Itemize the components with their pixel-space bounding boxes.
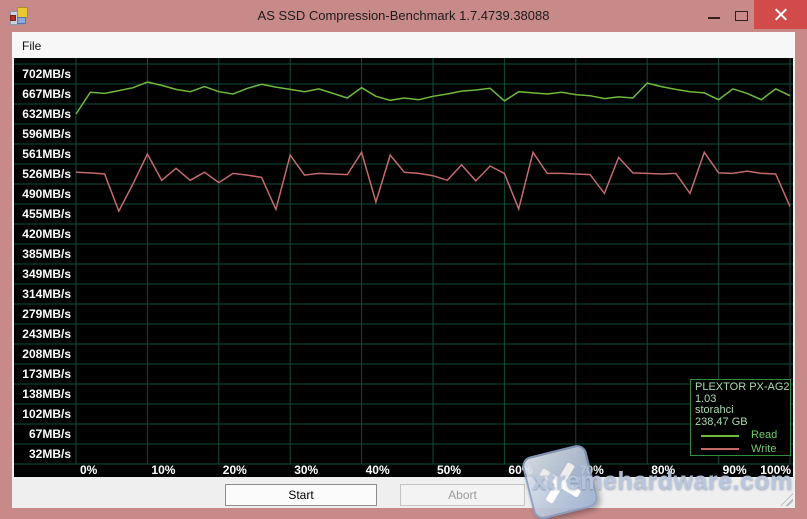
legend-write-row: Write xyxy=(695,442,790,456)
y-axis-label: 314MB/s xyxy=(22,287,71,301)
y-axis-label: 420MB/s xyxy=(22,227,71,241)
titlebar: AS SSD Compression-Benchmark 1.7.4739.38… xyxy=(0,0,807,32)
y-axis-label: 349MB/s xyxy=(22,267,71,281)
y-axis-label: 385MB/s xyxy=(22,247,71,261)
y-axis-label: 102MB/s xyxy=(22,407,71,421)
y-axis-label: 526MB/s xyxy=(22,167,71,181)
x-axis-label: 90% xyxy=(722,463,747,477)
chart-legend: PLEXTOR PX-AG25 1.03 storahci 238,47 GB … xyxy=(690,379,791,456)
minimize-icon xyxy=(708,17,720,19)
window-title: AS SSD Compression-Benchmark 1.7.4739.38… xyxy=(257,8,550,23)
app-icon-red-square xyxy=(10,15,16,21)
menubar: File xyxy=(12,32,795,58)
y-axis-label: 632MB/s xyxy=(22,107,71,121)
close-button[interactable] xyxy=(754,0,807,29)
legend-read-label: Read xyxy=(751,429,778,441)
legend-device: PLEXTOR PX-AG25 xyxy=(695,381,791,393)
maximize-button[interactable] xyxy=(728,0,754,29)
write-line-sample xyxy=(701,448,739,451)
legend-firmware: 1.03 xyxy=(695,392,717,405)
y-axis-label: 667MB/s xyxy=(22,87,71,101)
y-axis-label: 702MB/s xyxy=(22,67,71,81)
x-axis-label: 10% xyxy=(151,463,176,477)
y-axis-label: 173MB/s xyxy=(22,367,71,381)
benchmark-chart: PLEXTOR PX-AG25 1.03 storahci 238,47 GB … xyxy=(14,58,793,477)
close-icon xyxy=(773,7,788,22)
y-axis-label: 138MB/s xyxy=(22,387,71,401)
x-axis-label: 80% xyxy=(651,463,676,477)
menu-file[interactable]: File xyxy=(22,39,42,53)
y-axis-label: 596MB/s xyxy=(22,127,71,141)
x-axis-label: 40% xyxy=(365,463,390,477)
y-axis-label: 561MB/s xyxy=(22,147,71,161)
x-axis-label: 0% xyxy=(80,463,98,477)
maximize-icon xyxy=(735,11,748,21)
read-line-sample xyxy=(701,434,739,437)
x-axis-label: 50% xyxy=(437,463,462,477)
app-icon xyxy=(10,7,28,25)
minimize-button[interactable] xyxy=(701,0,728,29)
start-button[interactable]: Start xyxy=(225,484,377,506)
legend-write-label: Write xyxy=(751,442,777,455)
legend-read-row: Read xyxy=(695,429,790,442)
x-axis-label: 100% xyxy=(760,463,791,477)
legend-capacity: 238,47 GB xyxy=(695,415,748,428)
app-icon-blue-square xyxy=(17,17,26,24)
watermark-text: xtremehardware.com xyxy=(532,467,793,495)
y-axis-label: 67MB/s xyxy=(28,427,71,441)
legend-driver: storahci xyxy=(695,404,734,416)
y-axis-label: 490MB/s xyxy=(22,187,71,201)
bottombar: Start Abort xyxy=(12,477,795,508)
abort-button[interactable]: Abort xyxy=(400,484,525,506)
y-axis-label: 243MB/s xyxy=(22,327,71,341)
y-axis-label: 279MB/s xyxy=(22,307,71,321)
y-axis-label: 208MB/s xyxy=(22,347,71,361)
y-axis-label: 32MB/s xyxy=(28,447,71,461)
y-axis-label: 455MB/s xyxy=(22,207,71,221)
x-axis-label: 30% xyxy=(294,463,319,477)
x-axis-label: 20% xyxy=(222,463,247,477)
